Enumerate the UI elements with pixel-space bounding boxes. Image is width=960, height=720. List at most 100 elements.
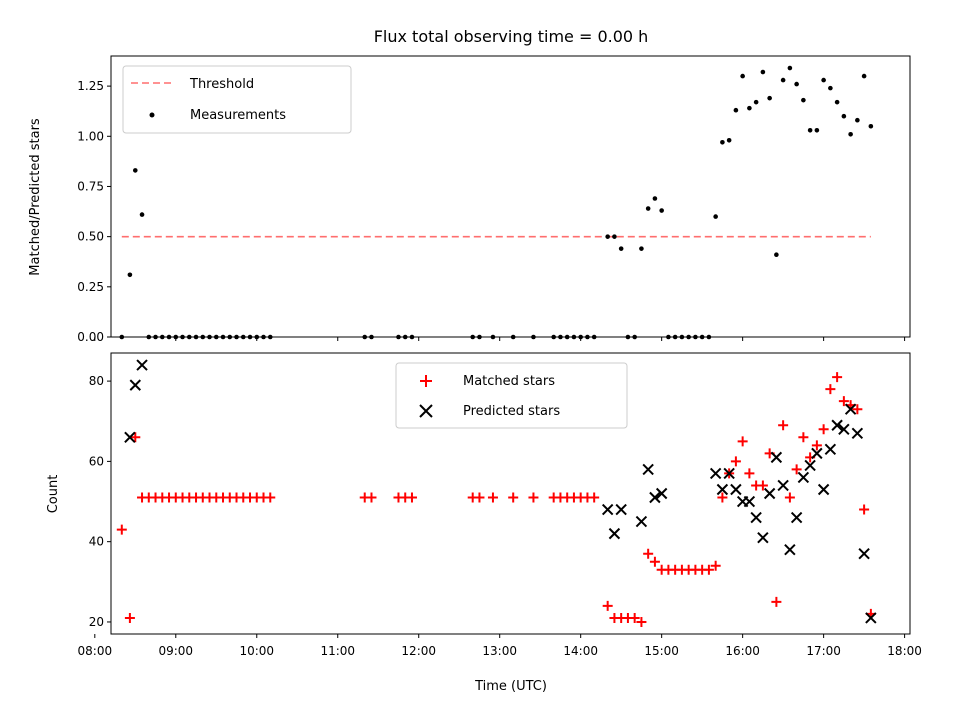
predicted-star-point [601,503,614,516]
matched-star-point [825,384,836,395]
matched-star-point [629,612,640,623]
bottom-x-tick-label: 09:00 [158,644,193,658]
matched-star-point [528,492,539,503]
top-y-tick-label: 0.00 [77,330,104,344]
measurement-point [821,77,826,83]
legend-matched-label: Matched stars [463,374,555,389]
matched-star-point [859,504,870,515]
bottom-y-tick-label: 60 [89,454,104,468]
predicted-star-point [831,419,843,431]
predicted-star-point [129,379,142,391]
bottom-y-tick-label: 20 [89,615,104,629]
measurement-point [801,97,806,103]
matched-star-point [838,396,849,407]
predicted-star-point [865,612,877,624]
matched-star-point [265,492,276,503]
legend-measurements-swatch [149,112,155,118]
matched-star-point [832,372,843,383]
measurement-point [733,107,739,113]
predicted-star-point [750,511,762,524]
matched-star-point [643,548,654,559]
bottom-axes-frame [110,352,911,635]
predicted-star-point [811,447,823,460]
measurement-point [848,131,853,137]
measurement-point [132,168,138,173]
predicted-star-point [635,515,648,528]
matched-star-point [116,524,127,535]
measurement-point [868,123,874,129]
measurement-point [787,65,793,71]
matched-star-point [508,492,519,503]
predicted-star-point [642,463,654,476]
legend-measurements-label: Measurements [190,108,286,123]
top-y-tick-label: 0.75 [77,179,104,193]
bottom-y-tick-label: 80 [89,374,104,388]
predicted-star-point [763,487,776,500]
predicted-star-point [757,531,769,544]
predicted-star-point [743,495,756,508]
predicted-star-point [723,467,735,480]
matched-star-point [852,404,863,415]
bottom-legend-box [395,362,628,429]
top-y-tick-label: 0.25 [77,280,104,294]
bottom-legend: Matched stars Predicted stars [395,362,628,429]
bottom-x-tick-label: 10:00 [239,644,274,658]
predicted-star-point [716,483,729,496]
bottom-x-tick-label: 13:00 [482,644,517,658]
bottom-x-tick-label: 08:00 [78,644,113,658]
measurement-point [740,73,745,79]
matched-star-point [717,492,728,503]
top-y-tick-label: 1.00 [77,129,104,143]
predicted-star-point [655,487,668,500]
bottom-x-axis-label: Time (UTC) [474,679,547,694]
measurement-point [774,252,779,258]
bottom-panel: Count Time (UTC) 20 40 60 80 08:00 09:00 10:00… [46,352,922,694]
bottom-axes-layer: 20 40 60 80 08:00 09:00 10:00 11:00 12:00 13:00 14… [78,374,922,658]
bottom-plot-area [116,359,877,627]
measurement-point [834,99,840,105]
measurement-point [726,138,732,143]
measurement-point [855,117,860,123]
matched-star-point [406,492,417,503]
predicted-star-point [124,431,136,444]
matched-star-point [771,596,782,607]
bottom-x-tick-label: 18:00 [887,644,922,658]
top-legend: Threshold Measurements [122,65,352,134]
predicted-star-point [790,511,803,524]
predicted-star-point [709,467,722,480]
predicted-star-point [649,491,661,504]
measurement-point [639,246,644,251]
predicted-star-point [777,479,789,492]
predicted-star-point [608,527,621,540]
measurement-point [127,272,133,278]
predicted-star-point [804,459,816,472]
matched-star-point [487,492,498,503]
top-panel: Flux total observing time = 0.00 h Match… [28,27,911,344]
measurement-point [794,81,799,87]
bottom-x-tick-label: 14:00 [563,644,598,658]
predicted-star-point [838,423,850,435]
predicted-star-point [817,483,830,496]
measurement-point [828,85,833,91]
matched-star-point [649,556,660,567]
predicted-star-point [730,483,742,496]
matched-star-point [710,560,721,571]
measurement-point [605,234,610,239]
top-legend-box [122,65,352,134]
matched-star-point [811,440,822,451]
predicted-star-point [136,359,148,371]
matched-star-point [818,424,829,435]
matched-star-point [636,616,647,627]
top-y-tick-label: 0.50 [77,230,104,244]
top-chart-title: Flux total observing time = 0.00 h [374,27,649,46]
top-axes-layer: 0.00 0.25 0.50 0.75 1.00 1.25 [77,79,906,344]
bottom-x-tick-label: 16:00 [725,644,760,658]
measurement-point [139,212,145,217]
measurement-point [753,99,759,105]
measurement-point [720,140,725,145]
measurement-point [861,73,867,79]
predicted-star-point [615,503,627,516]
measurement-point [760,69,766,75]
measurement-point [814,127,820,133]
measurement-point [612,234,617,239]
